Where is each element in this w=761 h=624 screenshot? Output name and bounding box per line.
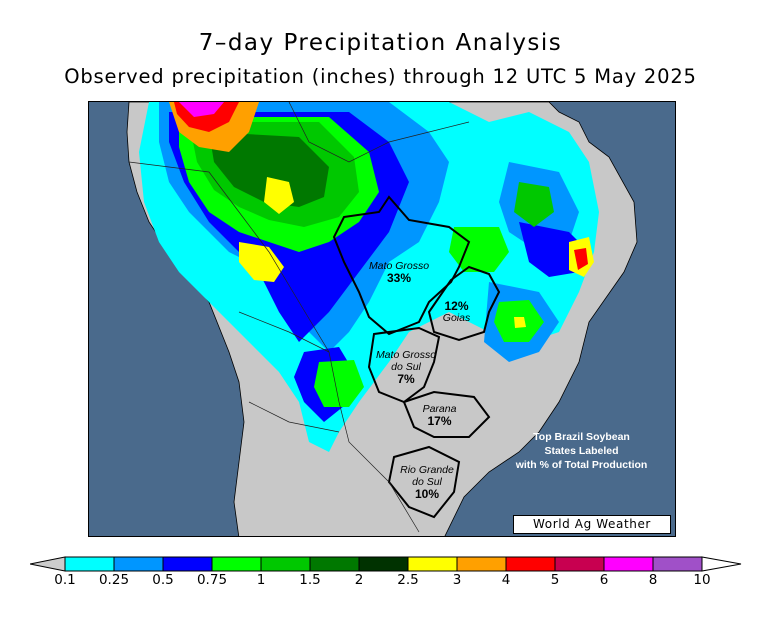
color-legend: 0.1 0.25 0.5 0.75 1 1.5 2 2.5 3 4 5 6 8 10 xyxy=(30,556,742,596)
legend-swatch xyxy=(358,556,409,572)
state-pct: 33% xyxy=(386,271,412,285)
legend-swatch xyxy=(64,556,115,572)
label-mato-grosso: Mato Grosso 33% xyxy=(364,260,434,284)
state-pct: 12% xyxy=(444,299,469,313)
boundary-parana xyxy=(402,390,491,438)
note-line-3: with % of Total Production xyxy=(515,459,648,471)
state-pct: 7% xyxy=(397,372,415,386)
state-name-line1: Rio Grande xyxy=(400,464,454,476)
legend-swatch xyxy=(407,556,458,572)
legend-swatch xyxy=(456,556,507,572)
map-subtitle: Observed precipitation (inches) through … xyxy=(64,65,697,88)
boundary-goias xyxy=(427,265,501,342)
legend-tick-label: 0.25 xyxy=(98,572,130,588)
legend-swatch xyxy=(162,556,213,572)
legend-tick-label: 6 xyxy=(599,572,609,588)
legend-tick-label: 1 xyxy=(256,572,266,588)
boundary-mato-grosso-do-sul xyxy=(367,326,441,404)
legend-tick-label: 8 xyxy=(648,572,658,588)
state-pct: 17% xyxy=(427,414,452,428)
credit-label: World Ag Weather xyxy=(513,515,671,534)
legend-swatch xyxy=(603,556,654,572)
legend-swatch xyxy=(652,556,703,572)
boundary-rio-grande-do-sul xyxy=(387,445,461,519)
label-parana: Parana 17% xyxy=(412,403,467,427)
legend-tick-label: 3 xyxy=(452,572,462,588)
legend-tick-label: 1.5 xyxy=(299,572,321,588)
note-line-2: States Labeled xyxy=(544,445,619,457)
map-canvas xyxy=(89,102,675,536)
legend-swatch xyxy=(505,556,556,572)
legend-tick-label: 0.5 xyxy=(152,572,174,588)
label-goias: 12% Goias xyxy=(429,300,484,324)
legend-swatch xyxy=(260,556,311,572)
label-rio-grande-do-sul: Rio Grande do Sul 10% xyxy=(392,464,462,500)
precipitation-field xyxy=(139,102,599,452)
legend-arrow-low xyxy=(30,556,66,572)
precipitation-map: Mato Grosso 33% 12% Goias Mato Grosso do… xyxy=(88,101,676,537)
state-name-line1: Mato Grosso xyxy=(375,349,437,361)
state-name-line2: do Sul xyxy=(391,361,421,373)
state-name-line2: do Sul xyxy=(412,476,442,488)
state-boundaries xyxy=(332,195,501,519)
map-note: Top Brazil Soybean States Labeled with %… xyxy=(499,430,664,472)
state-pct: 10% xyxy=(414,487,440,501)
legend-arrow-high xyxy=(701,556,742,572)
map-title: 7–day Precipitation Analysis xyxy=(198,30,563,56)
state-name: Mato Grosso xyxy=(368,260,430,272)
boundary-mato-grosso xyxy=(332,195,471,336)
legend-tick-label: 0.1 xyxy=(54,572,76,588)
legend-swatch xyxy=(554,556,605,572)
legend-swatch xyxy=(309,556,360,572)
legend-tick-label: 0.75 xyxy=(196,572,228,588)
legend-bar xyxy=(30,556,742,572)
legend-tick-label: 4 xyxy=(501,572,511,588)
legend-tick-label: 2 xyxy=(354,572,364,588)
legend-tick-label: 10 xyxy=(693,572,711,588)
legend-tick-label: 5 xyxy=(550,572,560,588)
legend-swatch xyxy=(211,556,262,572)
state-name: Parana xyxy=(422,403,457,415)
country-borders xyxy=(128,102,470,533)
label-mato-grosso-do-sul: Mato Grosso do Sul 7% xyxy=(371,349,441,385)
note-line-1: Top Brazil Soybean xyxy=(533,431,630,443)
legend-swatch xyxy=(113,556,164,572)
state-name: Goias xyxy=(442,312,471,324)
legend-tick-label: 2.5 xyxy=(397,572,419,588)
